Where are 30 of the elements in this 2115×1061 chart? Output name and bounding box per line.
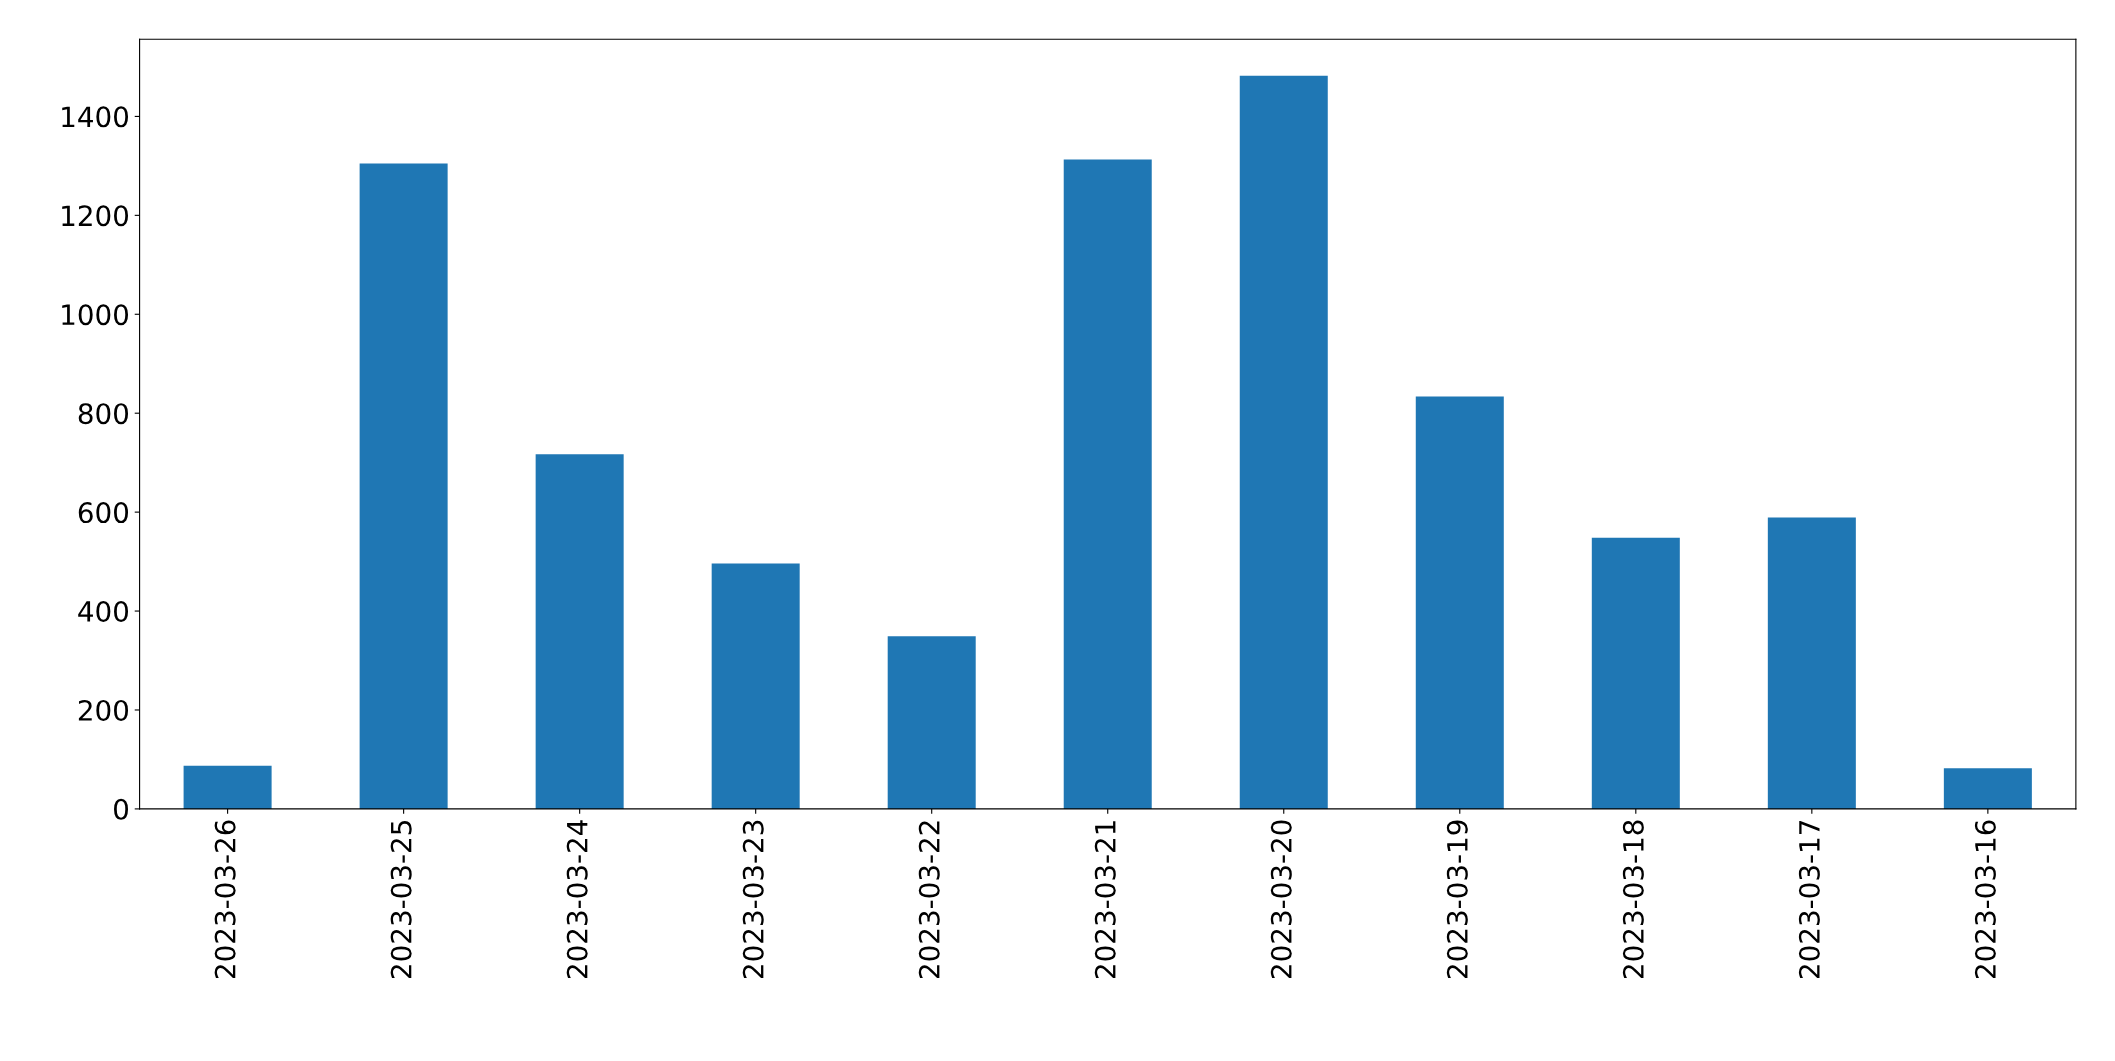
x-tick-label: 2023-03-20 bbox=[1270, 820, 1292, 979]
bar bbox=[1239, 75, 1328, 809]
y-tick-label: 1200 bbox=[62, 205, 129, 227]
bar bbox=[1943, 768, 2032, 809]
y-tick-label: 600 bbox=[78, 502, 129, 524]
y-tick-label: 1000 bbox=[62, 304, 129, 326]
bar bbox=[887, 636, 976, 809]
y-tick-label: 0 bbox=[114, 798, 129, 820]
bar bbox=[1415, 396, 1504, 809]
y-tick-label: 200 bbox=[78, 699, 129, 721]
x-tick-label: 2023-03-26 bbox=[214, 820, 236, 979]
x-tick-label: 2023-03-23 bbox=[742, 820, 764, 979]
bar bbox=[711, 563, 800, 809]
x-tick-label: 2023-03-18 bbox=[1622, 820, 1644, 979]
x-tick-label: 2023-03-25 bbox=[390, 821, 412, 979]
x-tick-label: 2023-03-17 bbox=[1798, 821, 1820, 979]
bar bbox=[535, 454, 624, 809]
x-tick-label: 2023-03-21 bbox=[1094, 821, 1116, 979]
bar bbox=[1591, 537, 1680, 809]
x-tick-label: 2023-03-19 bbox=[1446, 820, 1468, 979]
x-tick-label: 2023-03-22 bbox=[918, 821, 940, 979]
y-tick-label: 800 bbox=[78, 403, 129, 425]
bar bbox=[1063, 159, 1152, 809]
y-tick-label: 400 bbox=[78, 600, 129, 622]
bar bbox=[183, 765, 272, 809]
x-tick-label: 2023-03-16 bbox=[1974, 820, 1996, 979]
y-tick-label: 1400 bbox=[62, 106, 129, 128]
bar bbox=[1767, 517, 1856, 809]
bar bbox=[359, 163, 448, 809]
x-tick-label: 2023-03-24 bbox=[566, 820, 588, 979]
